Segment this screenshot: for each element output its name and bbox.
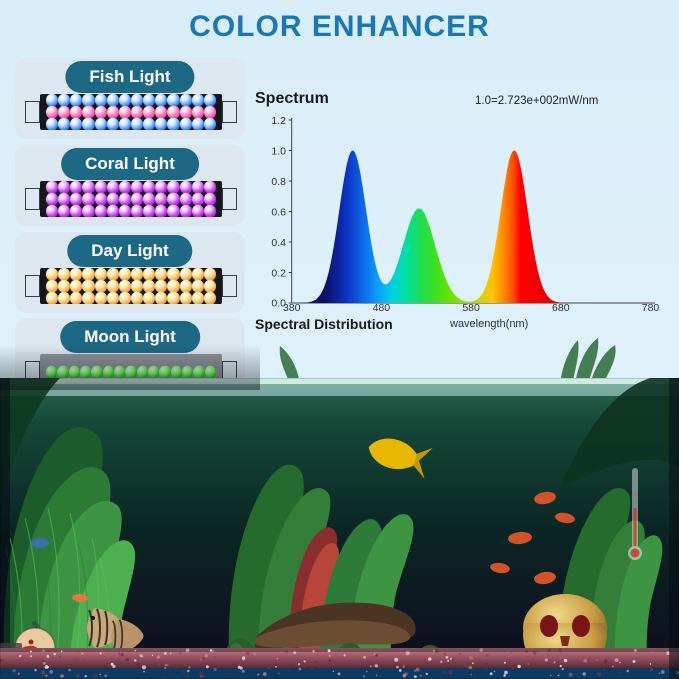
svg-text:480: 480 — [373, 302, 391, 314]
svg-text:780: 780 — [642, 302, 660, 314]
svg-text:680: 680 — [552, 302, 570, 314]
svg-text:0.8: 0.8 — [271, 176, 286, 188]
svg-text:0.2: 0.2 — [271, 268, 286, 280]
svg-text:580: 580 — [462, 302, 480, 314]
svg-text:380: 380 — [283, 302, 301, 314]
svg-text:1.0: 1.0 — [271, 146, 286, 158]
svg-text:1.2: 1.2 — [271, 115, 286, 127]
svg-text:0.6: 0.6 — [271, 207, 286, 219]
svg-text:0.4: 0.4 — [271, 237, 286, 249]
